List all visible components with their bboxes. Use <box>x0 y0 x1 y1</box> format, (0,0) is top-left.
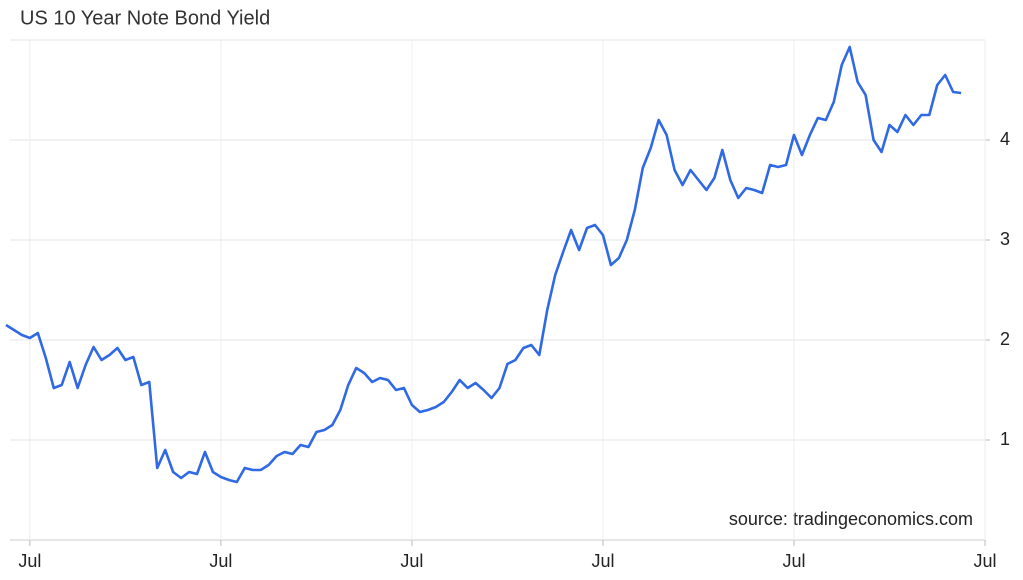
x-tick-label: Jul <box>591 551 614 571</box>
source-note: source: tradingeconomics.com <box>729 509 973 529</box>
chart-title: US 10 Year Note Bond Yield <box>20 7 270 29</box>
x-tick-label: Jul <box>18 551 41 571</box>
y-tick-label: 4 <box>1000 129 1010 149</box>
x-tick-label: Jul <box>782 551 805 571</box>
x-tick-label: Jul <box>400 551 423 571</box>
y-tick-label: 2 <box>1000 329 1010 349</box>
x-tick-label: Jul <box>973 551 996 571</box>
x-tick-label: Jul <box>209 551 232 571</box>
yield-line <box>5 45 962 484</box>
y-tick-label: 1 <box>1000 429 1010 449</box>
y-tick-label: 3 <box>1000 229 1010 249</box>
